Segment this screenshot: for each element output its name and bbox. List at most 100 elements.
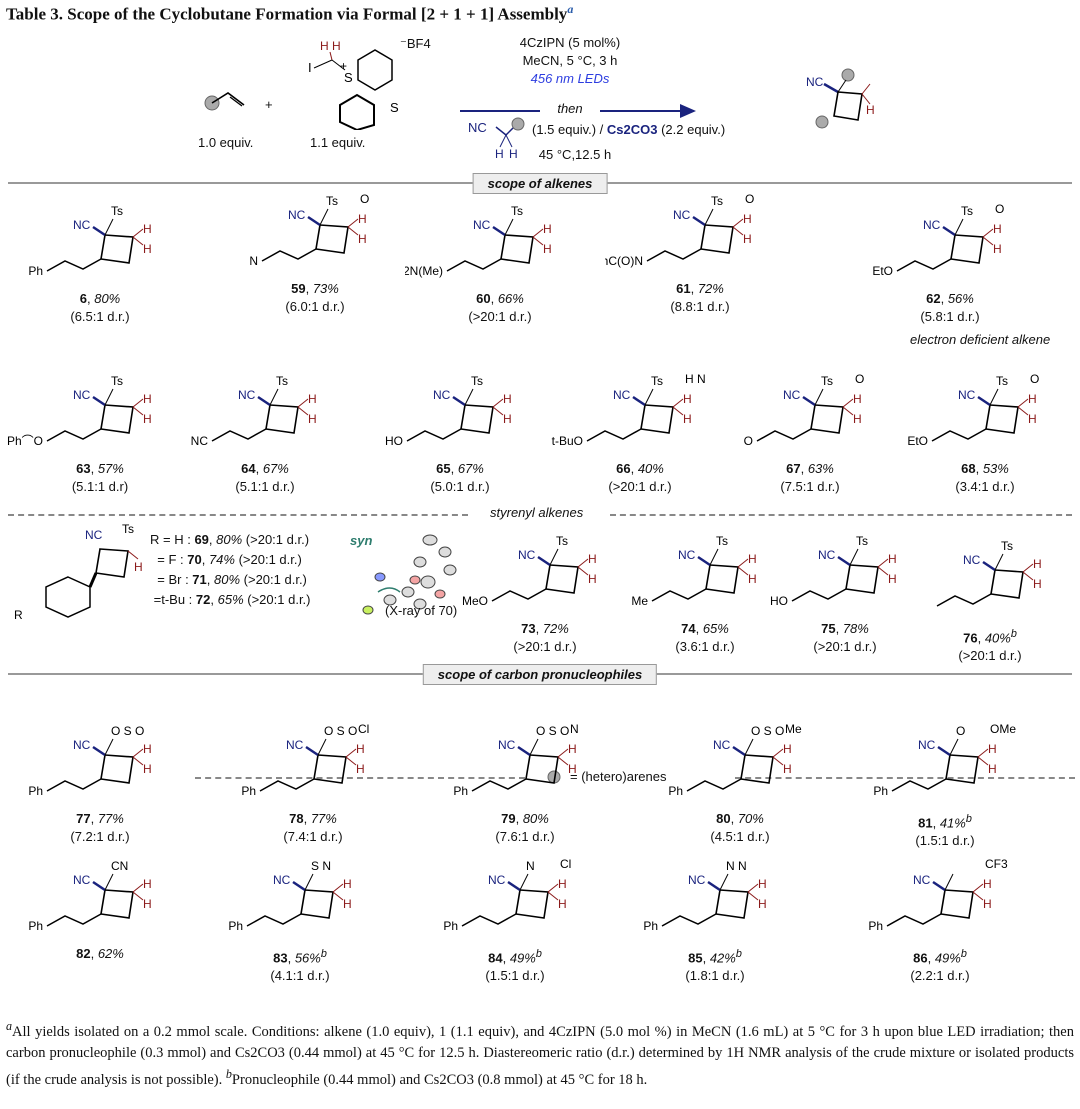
hydrogen-label: H <box>503 412 512 426</box>
alkyl-chain <box>756 428 812 442</box>
nitrile-label: NC <box>238 388 256 402</box>
svg-text:+: + <box>340 59 347 73</box>
compound-caption: 80, 70% (4.5:1 d.r.) <box>640 810 840 846</box>
top-group-label: Ts <box>716 534 728 548</box>
hydrogen-label: H <box>888 572 897 586</box>
compound-caption: 83, 56%b (4.1:1 d.r.) <box>200 945 400 985</box>
compound-84: NC N Cl H H Ph 84, 49%b (1.5:1 d.r.) <box>415 835 615 985</box>
compound-structure: NC Ts HH MeO <box>462 534 597 608</box>
table-title: Table 3. Scope of the Cyclobutane Format… <box>6 2 574 24</box>
svg-text:NC: NC <box>85 528 103 542</box>
compound-63: NC Ts H H Ph⌒O 63, 57% (5.1:1 d.r) <box>0 360 200 496</box>
compound-86: NC CF3 H H Ph 86, 49%b (2.2:1 d.r.) <box>840 835 1040 985</box>
alkyl-chain <box>46 778 102 792</box>
nitrile-label: NC <box>73 738 91 752</box>
compound-caption: 79, 80% (7.6:1 d.r.) <box>425 810 625 846</box>
nitrile-label: NC <box>286 738 304 752</box>
compound-structure: NC Ts HH HO <box>385 374 512 448</box>
top-group-label: Ts <box>111 374 123 388</box>
alkyl-chain <box>261 248 317 262</box>
substituent-label: Ph <box>643 919 658 933</box>
nitrile-label: NC <box>678 548 696 562</box>
divider-legend-right <box>735 777 1075 779</box>
hydrogen-label: H <box>143 392 152 406</box>
compound-structure: NC Ts H N HHt-BuO <box>552 372 706 448</box>
substituent-label: HO <box>770 594 788 608</box>
hydrogen-label: H <box>143 242 152 256</box>
diastereomeric-ratio: (>20:1 d.r.) <box>813 639 877 654</box>
electron-deficient-label: electron deficient alkene <box>910 332 1051 347</box>
alkene-equiv: 1.0 equiv. <box>198 135 254 150</box>
compound-6: NC Ts H H Ph 6, 80% (6.5:1 d.r.) <box>0 195 200 326</box>
diastereomeric-ratio: (7.6:1 d.r.) <box>495 829 555 844</box>
alkyl-chain <box>586 428 642 442</box>
extra-group-label: O <box>1030 372 1039 386</box>
compound-caption: 63, 57% (5.1:1 d.r) <box>0 460 200 496</box>
hydrogen-label: H <box>993 242 1002 256</box>
compound-caption: 85, 42%b (1.8:1 d.r.) <box>615 945 815 985</box>
hydrogen-label: H <box>568 762 577 776</box>
footnote-a: All yields isolated on a 0.2 mmol scale.… <box>6 1023 1074 1088</box>
styrenyl-general-structure: NC Ts H R <box>14 522 143 622</box>
cyclobutane-ring <box>300 889 334 919</box>
diastereomeric-ratio: (1.8:1 d.r.) <box>685 968 745 984</box>
compound-73: NC Ts H H MeO 73, 72% (>20:1 d.r.) <box>445 525 645 656</box>
nitrile-label: NC <box>73 218 91 232</box>
alkyl-chain <box>46 428 102 442</box>
nitrile-label: NC <box>73 873 91 887</box>
svg-text:H: H <box>332 39 341 53</box>
divider-styrenyl-right <box>610 514 1072 516</box>
cyclobutane-ring <box>740 754 774 784</box>
top-group-label: Ts <box>111 204 123 218</box>
compound-structure: NC Ts HH Ph <box>28 204 152 278</box>
then-label: then <box>540 101 600 116</box>
alkyl-chain <box>891 778 947 792</box>
alkyl-chain <box>936 593 992 607</box>
condition-catalyst: 4CzIPN (5 mol%) <box>519 35 621 50</box>
diastereomeric-ratio: (1.5:1 d.r.) <box>915 833 975 849</box>
substituent-label: Ph <box>28 264 43 278</box>
top-group-label: Ts <box>996 374 1008 388</box>
compound-caption: 75, 78% (>20:1 d.r.) <box>745 620 945 656</box>
top-group-label: Ts <box>471 374 483 388</box>
extra-group-label: CF3 <box>985 857 1008 871</box>
cyclobutane-ring <box>313 754 347 784</box>
compound-structure: NC CF3 HH Ph <box>868 857 1008 933</box>
compound-caption: 84, 49%b (1.5:1 d.r.) <box>415 945 615 985</box>
divider-legend-left <box>195 777 525 779</box>
section-label-styrenyl: styrenyl alkenes <box>490 505 584 520</box>
top-group-label: Ts <box>556 534 568 548</box>
hydrogen-label: H <box>783 762 792 776</box>
diastereomeric-ratio: (3.6:1 d.r.) <box>675 639 735 654</box>
hydrogen-label: H <box>358 232 367 246</box>
compound-75: NC Ts H H HO 75, 78% (>20:1 d.r.) <box>745 525 945 656</box>
compound-structure: NC Ts HH HO <box>770 534 897 608</box>
diastereomeric-ratio: (7.4:1 d.r.) <box>283 829 343 844</box>
substituent-label: PhSO2N(Me) <box>405 264 443 278</box>
hydrogen-label: H <box>543 242 552 256</box>
hydrogen-label: H <box>758 877 767 891</box>
alkyl-chain <box>46 913 102 927</box>
top-group-label: Ts <box>651 374 663 388</box>
compound-caption: 68, 53% (3.4:1 d.r.) <box>885 460 1080 496</box>
compound-structure: NCTsOHHPhC(O)N <box>605 192 754 268</box>
svg-text:H: H <box>509 147 518 160</box>
styrenyl-item-71: = Br : 71, 80% (>20:1 d.r.) <box>157 572 307 587</box>
compound-65: NC Ts H H HO 65, 67% (5.0:1 d.r.) <box>360 360 560 496</box>
svg-text:H: H <box>495 147 504 160</box>
svg-text:H: H <box>134 560 143 574</box>
alkyl-chain <box>931 428 987 442</box>
compound-structure: NC O OMe HH Ph <box>873 722 1016 798</box>
cyclobutane-ring <box>500 234 534 264</box>
compound-80: NC O S O Me H H Ph 80, 70% (4.5:1 d.r.) <box>640 700 840 846</box>
reagent-equiv: 1.1 equiv. <box>310 135 366 150</box>
substituent-label: Ph <box>241 784 256 798</box>
hydrogen-label: H <box>853 412 862 426</box>
hydrogen-label: H <box>853 392 862 406</box>
top-group-label: O S O <box>536 724 569 738</box>
cyclobutane-ring <box>265 404 299 434</box>
